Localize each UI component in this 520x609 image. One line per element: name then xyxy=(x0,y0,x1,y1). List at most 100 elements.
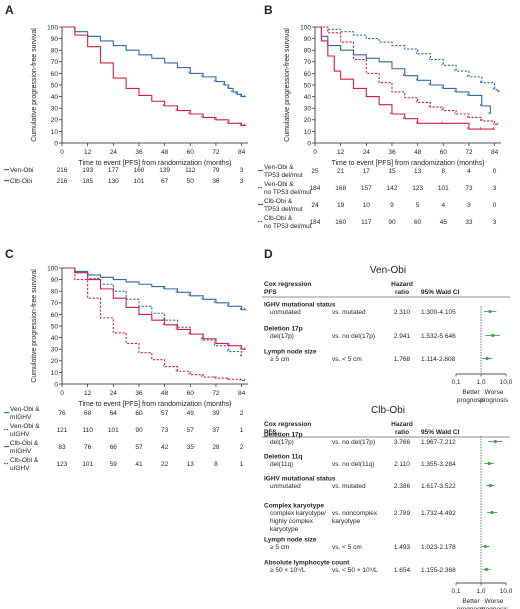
row-reference: karyotype xyxy=(332,518,361,525)
at-risk-count: 3 xyxy=(493,185,497,192)
at-risk-count: 110 xyxy=(82,427,93,434)
forest-title: Clb-Obi xyxy=(371,405,405,416)
at-risk-count: 139 xyxy=(159,167,170,174)
hr-point xyxy=(491,333,495,338)
row-reference: vs. < 50 × 10⁹/L xyxy=(332,567,378,574)
header-cox: Cox regression xyxy=(264,421,311,428)
at-risk-count: 50 xyxy=(187,178,195,185)
at-risk-label: Clb-Obi & xyxy=(264,198,293,205)
at-risk-count: 57 xyxy=(161,410,169,417)
header-ratio: ratio xyxy=(395,429,409,436)
at-risk-label: Clb-Obi & xyxy=(10,440,39,447)
y-tick-label: 20 xyxy=(51,117,59,124)
at-risk-label: Ven-Obi xyxy=(10,167,34,174)
row-level: ≥ 5 cm xyxy=(270,356,289,363)
at-risk-count: 101 xyxy=(438,185,449,192)
x-axis-label: Time to event [PFS] from randomization (… xyxy=(78,160,231,167)
at-risk-count: 216 xyxy=(57,167,68,174)
y-tick-label: 30 xyxy=(304,106,312,113)
x-tick-label: 24 xyxy=(110,390,118,397)
row-level: unmutated xyxy=(270,309,301,316)
forest-title: Ven-Obi xyxy=(370,265,406,276)
y-tick-label: 100 xyxy=(47,24,58,31)
hr-point xyxy=(485,356,489,361)
at-risk-count: 216 xyxy=(57,178,68,185)
row-level: karyotype xyxy=(270,526,299,533)
row-hr: 1.654 xyxy=(394,567,411,574)
worse-prognosis: Worse xyxy=(485,598,504,605)
y-axis-label: Cumulative progression-free survival xyxy=(31,28,38,142)
row-level: del(11q) xyxy=(270,461,293,468)
better-prognosis: Better xyxy=(462,389,480,396)
y-tick-label: 80 xyxy=(51,289,59,296)
x-tick-label: 24 xyxy=(363,149,371,156)
at-risk-count: 49 xyxy=(187,410,195,417)
at-risk-count: 21 xyxy=(337,168,345,175)
row-level: ≥ 5 cm xyxy=(270,544,289,551)
y-tick-label: 90 xyxy=(304,36,312,43)
km-panel-A: A 0 10 20 30 40 50 60 70 80 90 100 0 12 24 36 48 60 72 84 Cu… xyxy=(4,3,248,185)
at-risk-count: 45 xyxy=(440,219,448,226)
y-tick-label: 10 xyxy=(51,370,59,377)
at-risk-count: 60 xyxy=(135,410,143,417)
forest-tick-label: 1,0 xyxy=(476,588,485,595)
better-prognosis: Better xyxy=(462,598,480,605)
y-tick-label: 50 xyxy=(51,82,59,89)
y-axis-label: Cumulative progression-free survival xyxy=(284,28,291,142)
x-tick-label: 36 xyxy=(135,149,143,156)
header-hazard: Hazard xyxy=(391,421,413,428)
header-ci: 95% Wald CI xyxy=(421,289,460,296)
at-risk-label: uIGHV xyxy=(10,465,30,472)
at-risk-label: mIGHV xyxy=(10,448,32,455)
at-risk-count: 4 xyxy=(441,202,445,209)
forest-tick-label: 1,0 xyxy=(476,379,485,386)
worse-prognosis: Worse xyxy=(485,389,504,396)
header-pfs: PFS xyxy=(264,429,277,436)
at-risk-count: 193 xyxy=(82,167,93,174)
hr-point xyxy=(488,483,493,488)
hr-point xyxy=(488,309,492,314)
survival-curve-2 xyxy=(62,267,243,357)
at-risk-count: 41 xyxy=(135,461,143,468)
hr-point xyxy=(487,461,491,466)
x-tick-label: 72 xyxy=(212,149,220,156)
at-risk-count: 83 xyxy=(58,444,66,451)
panel-letter: C xyxy=(5,247,14,261)
survival-curve-3 xyxy=(62,267,246,350)
x-tick-label: 48 xyxy=(161,149,169,156)
row-ci: 1.114-2.808 xyxy=(421,356,456,363)
at-risk-count: 13 xyxy=(187,461,195,468)
at-risk-count: 10 xyxy=(363,202,371,209)
at-risk-count: 19 xyxy=(337,202,345,209)
row-ci: 1.617-3.522 xyxy=(421,483,456,490)
at-risk-count: 76 xyxy=(84,444,92,451)
at-risk-count: 121 xyxy=(57,427,68,434)
at-risk-count: 0 xyxy=(493,168,497,175)
survival-curve-1 xyxy=(62,267,246,311)
at-risk-label: Ven-Obi & xyxy=(10,423,40,430)
at-risk-count: 33 xyxy=(465,219,473,226)
hr-point xyxy=(484,567,489,572)
at-risk-count: 101 xyxy=(108,427,119,434)
row-hr: 3.766 xyxy=(394,439,411,446)
group-name: IGHV mutational status xyxy=(264,302,336,309)
at-risk-count: 5 xyxy=(416,202,420,209)
y-tick-label: 90 xyxy=(51,277,59,284)
group-name: Deletion 17p xyxy=(264,326,303,333)
y-tick-label: 100 xyxy=(47,265,58,272)
survival-curve-4 xyxy=(315,26,499,125)
x-tick-label: 48 xyxy=(161,390,169,397)
at-risk-count: 2 xyxy=(240,444,244,451)
header-hazard: Hazard xyxy=(391,281,413,288)
at-risk-label: Clb-Obi & xyxy=(264,215,293,222)
at-risk-count: 3 xyxy=(493,219,497,226)
at-risk-count: 160 xyxy=(335,219,346,226)
worse-prognosis: prognosis xyxy=(480,606,509,609)
x-tick-label: 84 xyxy=(238,390,246,397)
at-risk-count: 184 xyxy=(310,185,321,192)
at-risk-count: 42 xyxy=(161,444,169,451)
